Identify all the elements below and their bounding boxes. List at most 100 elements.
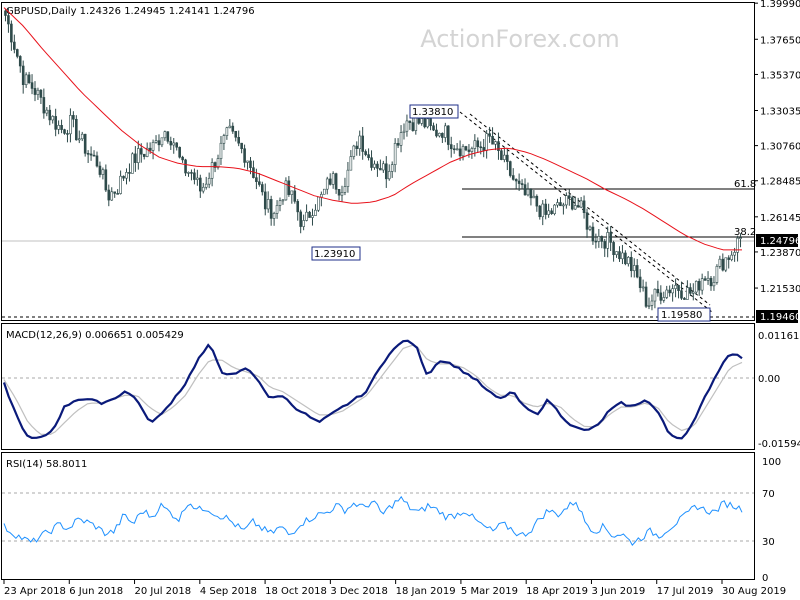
- candle-body: [730, 254, 733, 260]
- candle-body: [24, 74, 28, 85]
- candle-body: [441, 132, 444, 138]
- candle-body: [204, 183, 208, 188]
- candle-body: [113, 191, 116, 194]
- candle-body: [240, 142, 243, 149]
- candle-body: [721, 258, 725, 271]
- candle-body: [582, 200, 586, 213]
- date-tick-label: 6 Jun 2018: [69, 586, 123, 597]
- candle-body: [467, 149, 471, 152]
- candle-body: [464, 146, 468, 151]
- candle-body: [101, 169, 105, 175]
- candle-body: [210, 162, 214, 179]
- date-tick-label: 30 Aug 2019: [722, 586, 786, 597]
- candle-body: [225, 127, 229, 136]
- candle-body: [308, 211, 311, 218]
- candle-body: [662, 297, 666, 301]
- price-tick-label: 1.37650: [760, 35, 800, 46]
- candle-body: [346, 169, 350, 187]
- candle-body: [494, 141, 497, 145]
- candle-body: [128, 172, 131, 174]
- candle-body: [624, 252, 627, 265]
- candle-body: [249, 160, 252, 168]
- candle-body: [423, 118, 426, 128]
- candle-body: [63, 129, 66, 134]
- candle-body: [33, 88, 37, 95]
- candle-body: [435, 129, 438, 137]
- candle-body: [712, 282, 716, 287]
- candle-body: [86, 153, 90, 155]
- candle-body: [343, 186, 347, 193]
- candle-body: [311, 215, 314, 218]
- candle-body: [134, 153, 137, 163]
- candle-body: [228, 125, 232, 129]
- candle-body: [178, 146, 181, 158]
- swing-label-low: 1.19580: [657, 307, 711, 322]
- candle-body: [216, 158, 220, 168]
- price-tick-label: 1.39990: [760, 0, 800, 10]
- candle-body: [255, 177, 258, 183]
- candle-body: [535, 195, 539, 207]
- swing-label-mid-low: 1.23910: [311, 246, 361, 261]
- candle-body: [284, 180, 288, 201]
- candle-body: [446, 125, 450, 145]
- candle-body: [615, 251, 618, 255]
- candle-body: [376, 163, 379, 169]
- candle-body: [405, 120, 409, 132]
- candle-body: [497, 141, 500, 152]
- candle-body: [573, 205, 577, 210]
- candle-body: [175, 142, 178, 148]
- candle-body: [618, 251, 621, 260]
- candle-body: [739, 237, 742, 239]
- candle-body: [83, 133, 87, 154]
- candle-body: [541, 203, 545, 218]
- candle-body: [485, 133, 488, 151]
- date-tick-label: 17 Jul 2019: [657, 586, 714, 597]
- candle-body: [104, 169, 108, 191]
- candle-body: [27, 74, 31, 83]
- candle-body: [80, 133, 84, 140]
- candle-body: [585, 212, 589, 230]
- rsi-tick-70: 70: [762, 489, 775, 500]
- svg-text:1.24796: 1.24796: [760, 236, 800, 247]
- macd-tick-zero: 0.00: [758, 374, 780, 385]
- candle-body: [125, 172, 128, 179]
- candle-body: [131, 153, 134, 174]
- candle-body: [647, 305, 651, 307]
- candle-body: [550, 210, 553, 215]
- candle-body: [562, 204, 565, 207]
- candle-body: [733, 252, 736, 256]
- candle-body: [379, 168, 382, 171]
- candle-body: [72, 115, 75, 120]
- candle-body: [715, 266, 719, 283]
- candle-body: [328, 178, 332, 185]
- candle-body: [384, 163, 388, 180]
- candle-body: [287, 180, 291, 195]
- fib-label-38-2: 38.2: [734, 227, 756, 238]
- candle-body: [532, 195, 536, 199]
- candle-body: [266, 199, 270, 210]
- candle-body: [75, 118, 78, 141]
- rsi-tick-100: 100: [762, 457, 781, 468]
- candle-body: [13, 41, 16, 50]
- candle-body: [137, 148, 140, 163]
- candle-body: [420, 118, 424, 124]
- candle-body: [426, 118, 429, 128]
- candle-body: [269, 199, 273, 219]
- moving-average-line: [3, 7, 742, 251]
- candle-body: [432, 125, 435, 131]
- candle-body: [358, 135, 362, 149]
- candle-body: [331, 173, 335, 185]
- candle-body: [69, 115, 72, 135]
- candle-body: [736, 237, 739, 253]
- candle-body: [438, 132, 441, 137]
- candle-body: [260, 184, 264, 193]
- macd-panel-frame: [1, 323, 755, 450]
- date-tick-label: 4 Sep 2018: [200, 586, 257, 597]
- rsi-tick-0: 0: [762, 573, 768, 584]
- price-axis: 1.39990 1.37650 1.35370 1.33035 1.30760 1.284…: [754, 0, 800, 295]
- candle-body: [547, 210, 550, 215]
- candle-body: [15, 49, 19, 57]
- date-tick-label: 18 Oct 2018: [265, 586, 327, 597]
- candle-body: [706, 277, 710, 281]
- candle-body: [110, 191, 114, 201]
